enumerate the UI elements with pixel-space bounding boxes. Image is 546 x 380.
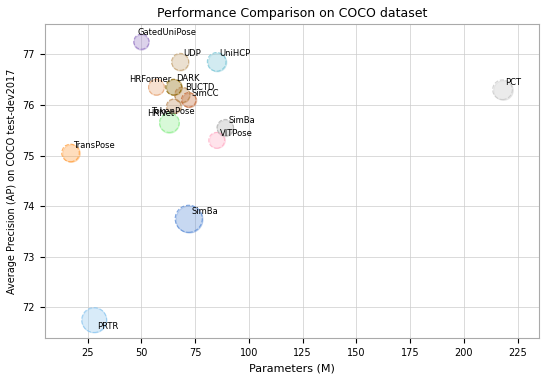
- Point: [165, 120, 174, 126]
- Point: [178, 92, 187, 98]
- Text: HRNet: HRNet: [147, 109, 174, 119]
- Text: PRTR: PRTR: [97, 322, 118, 331]
- Text: HRFormer: HRFormer: [129, 75, 171, 84]
- Point: [185, 216, 193, 222]
- Point: [169, 103, 178, 109]
- Text: BUCTD: BUCTD: [185, 83, 215, 92]
- Point: [185, 97, 193, 103]
- Point: [152, 84, 161, 90]
- Point: [169, 84, 178, 90]
- Point: [498, 87, 507, 93]
- Point: [221, 125, 230, 131]
- Point: [212, 59, 221, 65]
- Text: DARK: DARK: [176, 74, 200, 83]
- Point: [498, 87, 507, 93]
- Point: [66, 150, 75, 156]
- Point: [212, 59, 221, 65]
- Text: VITPose: VITPose: [219, 128, 252, 138]
- Text: TransPose: TransPose: [73, 141, 115, 150]
- Text: UniHCP: UniHCP: [219, 49, 251, 58]
- Point: [165, 120, 174, 126]
- Point: [212, 137, 221, 143]
- Text: SimCC: SimCC: [192, 89, 219, 98]
- Point: [90, 317, 98, 323]
- Point: [152, 84, 161, 90]
- Point: [90, 317, 98, 323]
- Text: SimBa: SimBa: [228, 116, 255, 125]
- Title: Performance Comparison on COCO dataset: Performance Comparison on COCO dataset: [157, 7, 427, 20]
- Point: [221, 125, 230, 131]
- Point: [212, 137, 221, 143]
- Point: [185, 216, 193, 222]
- X-axis label: Parameters (M): Parameters (M): [249, 363, 335, 373]
- Point: [176, 59, 185, 65]
- Point: [137, 38, 146, 44]
- Point: [137, 38, 146, 44]
- Y-axis label: Average Precision (AP) on COCO test-dev2017: Average Precision (AP) on COCO test-dev2…: [7, 68, 17, 293]
- Text: GatedUniPose: GatedUniPose: [137, 28, 196, 38]
- Point: [176, 59, 185, 65]
- Point: [169, 103, 178, 109]
- Point: [185, 97, 193, 103]
- Text: TokenPose: TokenPose: [151, 107, 195, 116]
- Text: PCT: PCT: [505, 78, 521, 87]
- Point: [169, 84, 178, 90]
- Point: [178, 92, 187, 98]
- Text: UDP: UDP: [183, 49, 200, 58]
- Point: [66, 150, 75, 156]
- Text: SimBa: SimBa: [192, 207, 218, 216]
